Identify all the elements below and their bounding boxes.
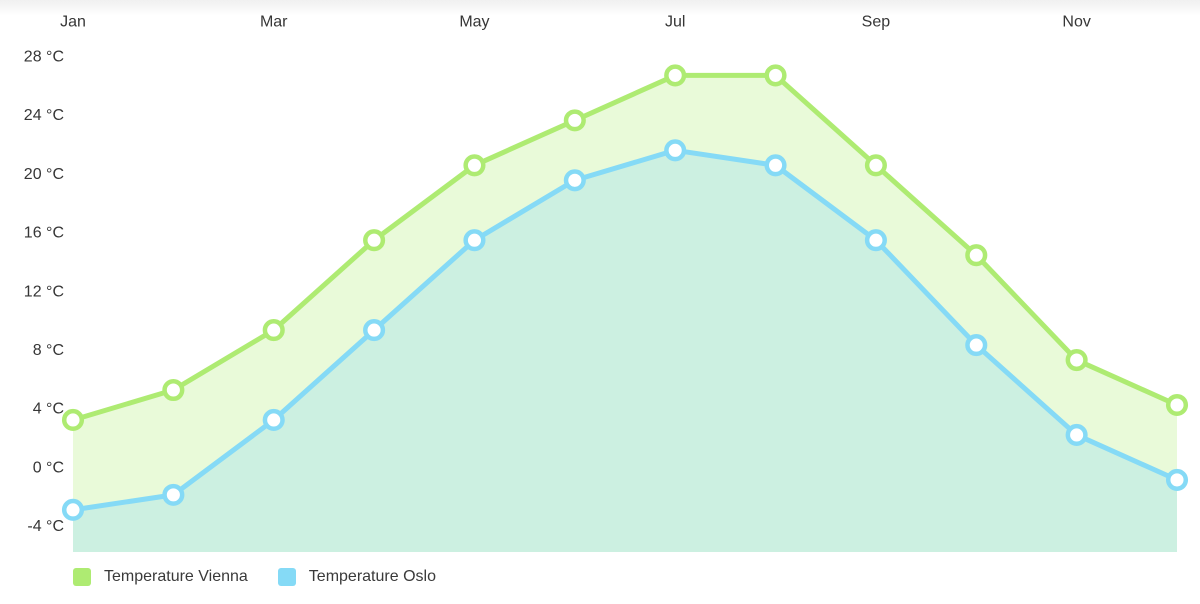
vienna-point-apr[interactable] [363,229,386,252]
oslo-point-apr[interactable] [363,319,386,342]
oslo-area [73,150,1178,552]
oslo-point-oct[interactable] [965,334,988,357]
vienna-point-mar[interactable] [262,319,285,342]
y-axis-label: 12 °C [24,283,64,300]
x-axis-label-sep: Sep [862,14,891,31]
vienna-point-jun[interactable] [563,109,586,132]
vienna-point-feb[interactable] [162,378,185,402]
oslo-point-feb[interactable] [162,483,185,506]
oslo-point-aug[interactable] [764,154,787,177]
vienna-point-sep[interactable] [864,154,887,177]
oslo-swatch-icon [277,568,296,586]
y-axis-label: -4 °C [27,518,64,535]
legend-item-oslo[interactable]: Temperature Oslo [277,568,436,586]
y-axis-label: 8 °C [33,342,64,359]
oslo-point-sep[interactable] [864,229,887,252]
vienna-line [70,72,1180,423]
vienna-point-nov[interactable] [1065,349,1088,372]
oslo-point-jun[interactable] [563,169,586,192]
y-axis-label: 28 °C [24,49,64,66]
y-axis-label: 16 °C [24,225,64,242]
oslo-point-may[interactable] [463,229,486,252]
vienna-swatch-icon [73,568,91,586]
oslo-point-nov[interactable] [1065,423,1088,447]
vienna-point-jul[interactable] [664,64,687,87]
y-axis-label: 0 °C [33,459,64,476]
vienna-point-dec[interactable] [1165,393,1189,417]
oslo-point-dec[interactable] [1165,468,1189,491]
vienna-point-oct[interactable] [965,244,988,267]
x-axis-label-jan: Jan [60,14,86,31]
vienna-point-aug[interactable] [764,64,787,87]
y-axis-label: 20 °C [24,166,64,183]
x-axis-label-mar: Mar [260,14,288,31]
vienna-point-jan[interactable] [61,408,85,432]
oslo-line [70,147,1180,513]
y-axis-label: 4 °C [33,401,64,418]
legend-label-vienna: Temperature Vienna [104,568,248,585]
vienna-point-may[interactable] [463,154,486,177]
y-axis-label: 24 °C [24,107,64,124]
vienna-area [73,75,1178,553]
oslo-point-mar[interactable] [262,408,285,432]
oslo-point-jan[interactable] [61,498,85,521]
x-axis-label-may: May [459,14,489,31]
x-axis-label-jul: Jul [665,14,685,31]
legend: Temperature Vienna Temperature Oslo [73,568,436,586]
legend-label-oslo: Temperature Oslo [308,568,436,585]
oslo-point-jul[interactable] [664,139,687,162]
x-axis-label-nov: Nov [1062,14,1090,31]
legend-item-vienna[interactable]: Temperature Vienna [73,568,248,586]
